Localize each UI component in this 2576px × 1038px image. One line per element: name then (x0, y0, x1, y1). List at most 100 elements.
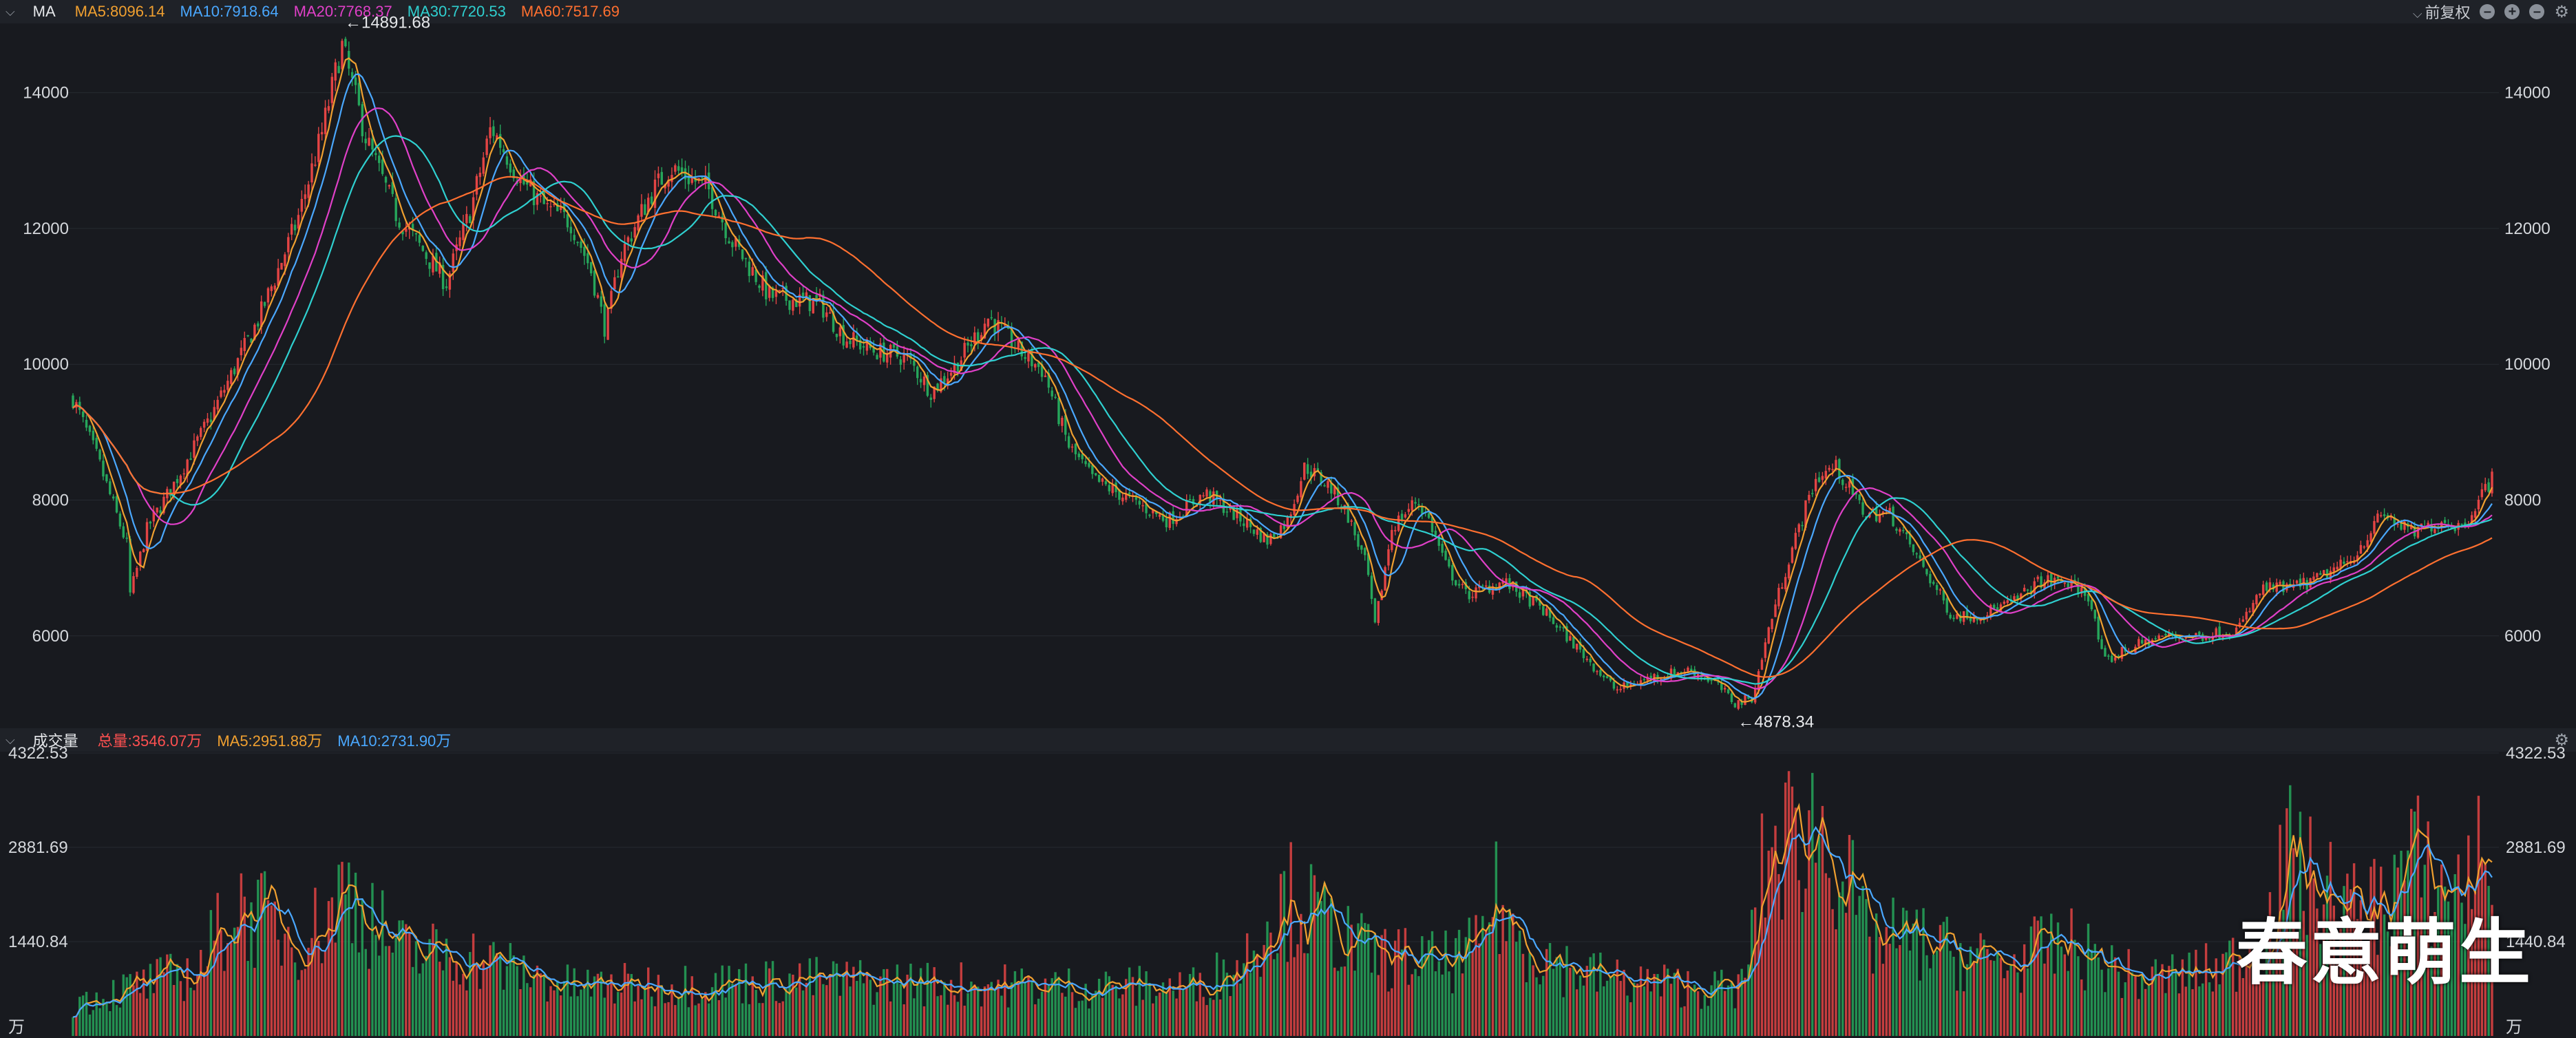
candle-body (1572, 637, 1575, 649)
candle-body (2352, 561, 2356, 564)
volume-bar (1929, 968, 1932, 1036)
collapse-volume-chevron-icon[interactable]: ⌵ (6, 732, 15, 747)
candle-body (1983, 617, 1985, 619)
volume-bar (317, 940, 320, 1036)
volume-bar (1131, 977, 1134, 1036)
candle-body (2171, 633, 2174, 635)
candle-body (1006, 325, 1010, 329)
volume-bar (1653, 973, 1656, 1036)
candle-body (324, 107, 327, 134)
collapse-price-chevron-icon[interactable]: ⌵ (6, 4, 15, 19)
volume-bar (1643, 986, 1646, 1036)
volume-bar (1899, 944, 1901, 1036)
volume-bar (2093, 944, 2097, 1036)
candle-body (206, 418, 209, 423)
volume-bar (644, 986, 646, 1036)
volume-bar (307, 947, 310, 1036)
volume-bar (1125, 979, 1128, 1036)
volume-bar (1057, 976, 1060, 1036)
candle-body (1673, 668, 1676, 677)
volume-bar (2077, 956, 2080, 1036)
candle-body (1138, 500, 1141, 505)
volume-bar (1263, 944, 1265, 1036)
volume-ma-lines (72, 803, 2493, 1018)
candle-body (1243, 523, 1245, 527)
volume-bar (593, 976, 596, 1036)
volume-bar (862, 983, 865, 1036)
candle-body (697, 178, 700, 181)
volume-bar (1663, 964, 1666, 1036)
candle-body (2295, 580, 2299, 584)
volume-bar (1282, 871, 1286, 1036)
candle-body (1885, 509, 1888, 512)
candle-body (1437, 536, 1440, 547)
candle-body (883, 342, 885, 362)
candle-body (1723, 688, 1727, 690)
candle-body (1643, 679, 1646, 681)
volume-bar (1128, 967, 1131, 1036)
volume-bar (145, 998, 149, 1036)
volume-bar (2168, 966, 2171, 1036)
candle-body (731, 242, 734, 248)
candle-body (617, 276, 620, 277)
volume-bar (1306, 953, 1309, 1036)
volume-bar (1589, 957, 1592, 1036)
add-icon[interactable]: + (2504, 4, 2520, 19)
minimize-icon[interactable]: – (2480, 4, 2495, 19)
volume-bar (1720, 969, 1723, 1036)
candle-body (886, 354, 889, 363)
adjust-dropdown[interactable]: ⌵ 前复权 (2413, 1, 2471, 23)
candle-body (1118, 489, 1121, 500)
volume-bar (1747, 964, 1750, 1036)
candle-body (1074, 443, 1077, 454)
candle-body (1629, 684, 1632, 686)
candle-body (1205, 489, 1208, 497)
candle-body (758, 286, 761, 288)
candle-body (357, 83, 361, 105)
candle-body (576, 242, 579, 244)
candle-body (1700, 674, 1703, 678)
candle-body (1828, 467, 1830, 470)
candle-body (1969, 617, 1972, 622)
settings-gear-icon[interactable]: ⚙ (2554, 2, 2569, 21)
candle-body (2009, 599, 2012, 602)
volume-bar (1252, 950, 1256, 1036)
volume-bar (132, 985, 135, 1036)
candle-body (1168, 512, 1171, 528)
volume-bar (1475, 915, 1477, 1036)
candle-body (2107, 655, 2110, 657)
volume-bar (858, 960, 862, 1036)
volume-bar (1552, 968, 1555, 1036)
candle-body (825, 312, 828, 317)
volume-bar (1061, 993, 1064, 1036)
candle-body (304, 194, 306, 200)
volume-indicator-title[interactable]: 成交量 (32, 732, 78, 750)
volume-bar (405, 924, 408, 1036)
candle-body (1585, 659, 1589, 660)
candle-body (1397, 515, 1400, 531)
volume-settings-gear-icon[interactable]: ⚙ (2554, 730, 2569, 750)
candle-body (2090, 600, 2093, 610)
candle-body (798, 294, 801, 307)
volume-bar (1434, 971, 1437, 1036)
remove-icon[interactable]: – (2529, 4, 2545, 19)
candle-body (384, 177, 388, 183)
price-tick-right: 10000 (2504, 355, 2551, 374)
candle-body (1565, 626, 1568, 642)
candle-body (2363, 546, 2365, 548)
candle-body (1717, 681, 1720, 683)
candle-body (2077, 582, 2080, 595)
volume-bar (1525, 982, 1528, 1036)
candle-body (216, 399, 219, 410)
candle-body (1542, 606, 1545, 615)
candle-body (1683, 672, 1686, 675)
volume-bar (1121, 994, 1124, 1036)
ma20-line (72, 107, 2493, 690)
price-indicator-title[interactable]: MA (32, 3, 56, 20)
candle-body (862, 346, 865, 348)
volume-bar (1064, 996, 1067, 1036)
volume-bar (200, 949, 202, 1036)
candle-body (1814, 478, 1817, 491)
volume-bar (792, 975, 794, 1036)
